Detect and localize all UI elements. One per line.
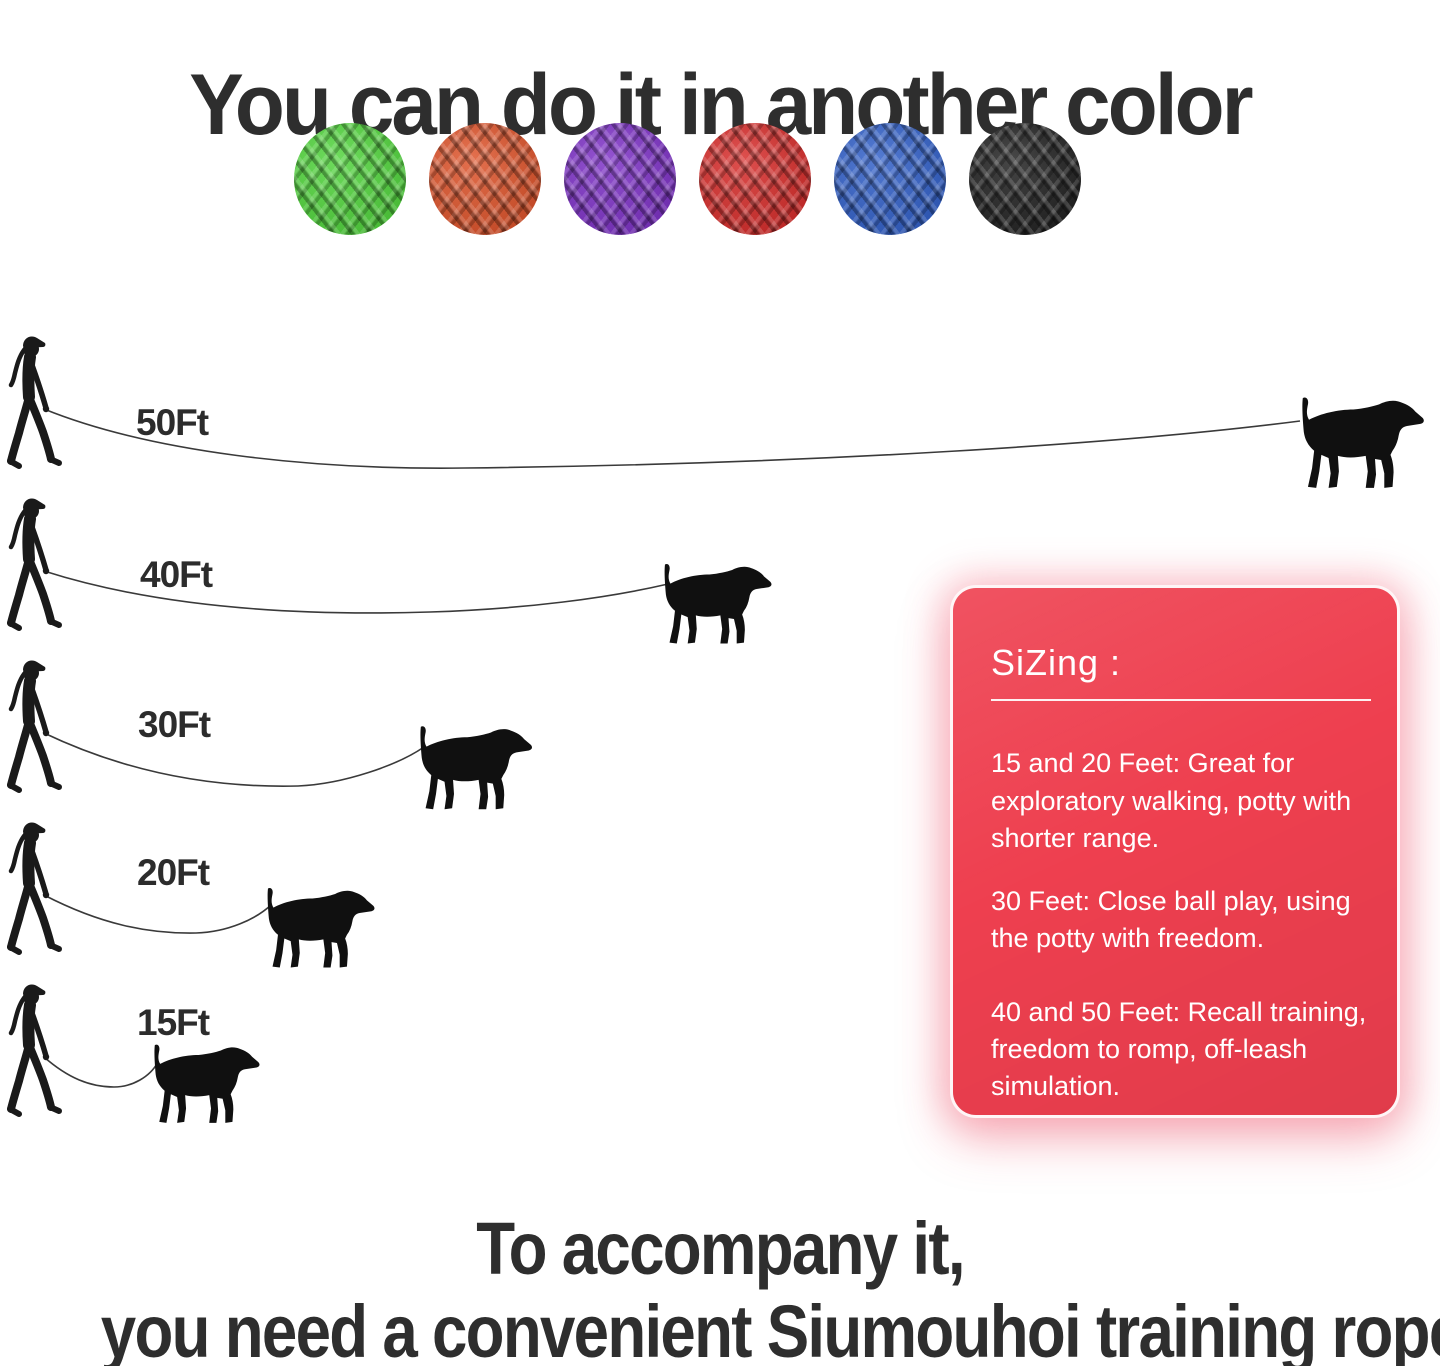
leash-row-15ft: 15Ft [0, 983, 1440, 1148]
person-walking-icon [3, 821, 63, 961]
sizing-item-30ft: 30 Feet: Close ball play, using the pott… [991, 886, 1351, 954]
color-swatch-orange [429, 123, 541, 235]
leash-length-label: 30Ft [138, 704, 211, 745]
color-swatch-row [294, 123, 1081, 235]
sizing-card: SiZing : 15 and 20 Feet: Great for explo… [950, 585, 1400, 1118]
weave-texture [834, 123, 946, 235]
color-swatch-green [294, 123, 406, 235]
leash-row-40ft: 40Ft [0, 497, 1440, 662]
person-walking-icon [3, 497, 63, 637]
leash-length-label: 15Ft [137, 1002, 210, 1043]
leash-length-label: 50Ft [136, 402, 209, 443]
weave-texture [429, 123, 541, 235]
dog-icon [410, 723, 534, 813]
leash-row-30ft: 30Ft [0, 659, 1440, 824]
person-walking-icon [3, 659, 63, 799]
leash-row-20ft: 20Ft [0, 821, 1440, 986]
footer-line-1: To accompany it, [476, 1207, 965, 1290]
weave-texture [969, 123, 1081, 235]
color-swatch-blue [834, 123, 946, 235]
leash-length-label: 40Ft [140, 554, 213, 595]
dog-icon [1286, 394, 1431, 492]
weave-texture [294, 123, 406, 235]
weave-texture [699, 123, 811, 235]
sizing-item-40-50ft: 40 and 50 Feet: Recall training, freedom… [991, 996, 1367, 1102]
person-walking-icon [3, 335, 63, 475]
sizing-card-divider [991, 699, 1371, 702]
dog-icon [258, 884, 376, 972]
footer-tagline: To accompany it, you need a convenient S… [100, 1207, 1440, 1366]
leash-row-50ft: 50Ft [0, 335, 1440, 500]
sizing-card-title: SiZing : [991, 642, 1122, 683]
color-swatch-red [699, 123, 811, 235]
sizing-item-15-20ft: 15 and 20 Feet: Great for exploratory wa… [991, 748, 1352, 853]
color-swatch-purple [564, 123, 676, 235]
person-walking-icon [3, 983, 63, 1123]
leash-length-label: 20Ft [137, 852, 210, 893]
footer-line-2: you need a convenient Siumouhoi training… [100, 1290, 1440, 1366]
dog-icon [145, 1040, 261, 1128]
dog-icon [655, 560, 773, 648]
weave-texture [564, 123, 676, 235]
color-swatch-black [969, 123, 1081, 235]
